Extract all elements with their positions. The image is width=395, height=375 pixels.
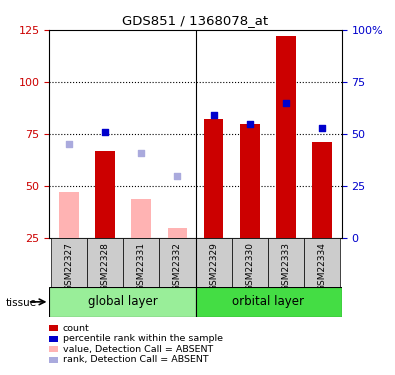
Text: percentile rank within the sample: percentile rank within the sample: [63, 334, 223, 343]
Bar: [196, 287, 342, 317]
Bar: [87, 238, 123, 287]
Text: GSM22333: GSM22333: [281, 242, 290, 291]
Text: GSM22331: GSM22331: [137, 242, 146, 291]
Bar: [59, 192, 79, 238]
Text: GSM22334: GSM22334: [317, 242, 326, 291]
Bar: [95, 151, 115, 238]
Point: [66, 141, 72, 147]
Text: rank, Detection Call = ABSENT: rank, Detection Call = ABSENT: [63, 355, 209, 364]
Bar: [123, 238, 160, 287]
Bar: [204, 120, 224, 238]
Text: tissue: tissue: [6, 298, 37, 308]
Bar: [231, 238, 268, 287]
Text: GSM22329: GSM22329: [209, 242, 218, 291]
Text: GSM22332: GSM22332: [173, 242, 182, 291]
Bar: [276, 36, 296, 238]
Point: [282, 100, 289, 106]
Text: count: count: [63, 324, 90, 333]
Point: [138, 150, 145, 156]
Bar: [51, 238, 87, 287]
Bar: [49, 287, 196, 317]
Bar: [304, 238, 340, 287]
Point: [174, 172, 181, 179]
Bar: [240, 124, 260, 238]
Point: [211, 112, 217, 118]
Bar: [160, 238, 196, 287]
Title: GDS851 / 1368078_at: GDS851 / 1368078_at: [122, 15, 269, 27]
Text: global layer: global layer: [88, 296, 158, 308]
Text: GSM22327: GSM22327: [65, 242, 74, 291]
Bar: [196, 238, 231, 287]
Text: GSM22330: GSM22330: [245, 242, 254, 291]
Text: value, Detection Call = ABSENT: value, Detection Call = ABSENT: [63, 345, 213, 354]
Point: [102, 129, 109, 135]
Bar: [268, 238, 304, 287]
Bar: [167, 228, 187, 238]
Text: orbital layer: orbital layer: [232, 296, 304, 308]
Point: [246, 121, 253, 127]
Bar: [132, 199, 151, 238]
Point: [319, 125, 325, 131]
Bar: [312, 142, 332, 238]
Text: GSM22328: GSM22328: [101, 242, 110, 291]
